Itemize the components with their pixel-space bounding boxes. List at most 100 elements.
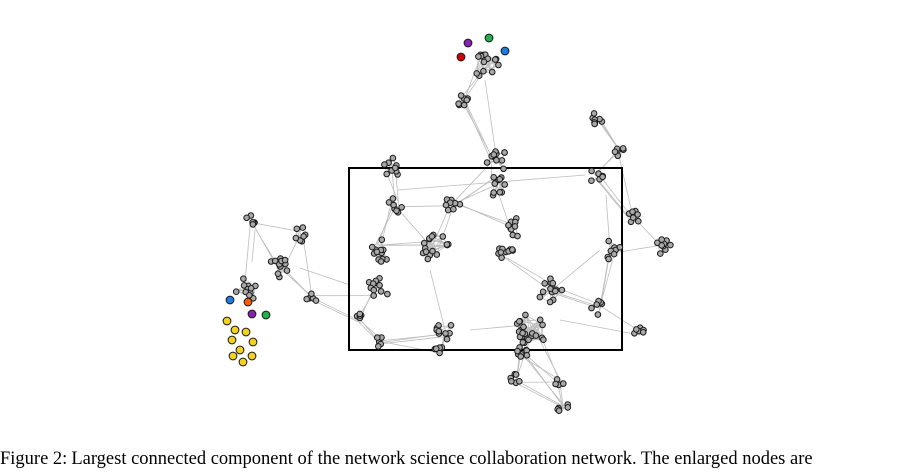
network-edge bbox=[514, 379, 563, 406]
network-edge bbox=[536, 334, 561, 381]
network-node bbox=[634, 211, 641, 218]
highlighted-node bbox=[247, 309, 257, 319]
network-node bbox=[512, 371, 520, 378]
network-node bbox=[299, 224, 307, 231]
network-node bbox=[605, 255, 612, 263]
network-node bbox=[505, 222, 512, 229]
network-node bbox=[496, 175, 504, 183]
network-figure bbox=[222, 33, 674, 415]
caption-text: Largest connected component of the netwo… bbox=[71, 449, 813, 469]
network-node bbox=[375, 343, 382, 350]
highlighted-node bbox=[238, 357, 248, 367]
network-node bbox=[539, 288, 547, 296]
network-node bbox=[312, 297, 320, 304]
network-edge bbox=[429, 269, 446, 331]
network-node bbox=[611, 148, 619, 156]
network-node bbox=[383, 170, 391, 178]
network-node bbox=[564, 404, 572, 411]
network-node bbox=[560, 380, 567, 387]
network-node bbox=[374, 334, 381, 341]
network-edge bbox=[517, 353, 560, 381]
highlighted-node bbox=[261, 310, 271, 320]
network-node bbox=[308, 290, 315, 298]
network-node bbox=[588, 304, 595, 312]
network-node bbox=[616, 244, 624, 251]
highlighted-node bbox=[241, 327, 251, 337]
network-edge bbox=[594, 177, 630, 220]
network-edge bbox=[598, 304, 640, 332]
network-node bbox=[370, 292, 378, 299]
network-node bbox=[457, 92, 465, 99]
network-node bbox=[516, 378, 523, 385]
network-node bbox=[435, 328, 443, 335]
network-node bbox=[424, 255, 432, 263]
network-node bbox=[523, 352, 531, 359]
network-node bbox=[483, 159, 491, 166]
network-node bbox=[667, 241, 674, 249]
network-node bbox=[490, 174, 498, 181]
network-node bbox=[633, 326, 640, 333]
highlighted-nodes bbox=[222, 33, 510, 367]
network-node bbox=[303, 295, 311, 303]
network-edge bbox=[453, 160, 494, 203]
network-edge bbox=[312, 299, 362, 324]
network-node bbox=[475, 53, 482, 60]
network-nodes bbox=[232, 51, 674, 415]
network-node bbox=[488, 68, 496, 76]
highlighted-node bbox=[500, 46, 510, 56]
network-node bbox=[497, 249, 505, 256]
network-node bbox=[450, 205, 457, 213]
network-node bbox=[480, 67, 487, 75]
network-node bbox=[496, 189, 504, 196]
network-node bbox=[391, 164, 399, 172]
network-node bbox=[281, 256, 289, 264]
network-node bbox=[519, 329, 526, 337]
network-node bbox=[376, 282, 383, 289]
network-node bbox=[508, 378, 515, 385]
network-node bbox=[389, 154, 397, 162]
network-node bbox=[639, 329, 647, 336]
network-node bbox=[271, 257, 279, 265]
network-node bbox=[443, 335, 451, 343]
network-node bbox=[525, 336, 532, 344]
network-node bbox=[495, 61, 502, 69]
highlighted-node bbox=[243, 297, 253, 307]
network-node bbox=[514, 347, 521, 355]
network-node bbox=[541, 280, 549, 287]
network-edge bbox=[314, 298, 361, 322]
network-edge bbox=[243, 223, 251, 295]
network-edge bbox=[251, 229, 256, 263]
network-node bbox=[605, 237, 613, 245]
highlighted-node bbox=[247, 351, 257, 361]
network-node bbox=[373, 248, 381, 256]
network-node bbox=[511, 223, 519, 230]
network-node bbox=[428, 233, 436, 240]
network-edge bbox=[514, 382, 564, 408]
network-node bbox=[599, 173, 606, 181]
network-node bbox=[549, 279, 557, 287]
network-node bbox=[500, 165, 507, 173]
network-node bbox=[629, 214, 637, 221]
network-node bbox=[389, 195, 397, 202]
network-node bbox=[490, 189, 498, 196]
network-edge bbox=[397, 174, 586, 191]
network-node bbox=[522, 311, 529, 319]
highlighted-node bbox=[227, 335, 237, 345]
network-edge bbox=[464, 103, 493, 164]
highlighted-node bbox=[484, 33, 494, 43]
network-node bbox=[447, 322, 455, 329]
network-edge bbox=[454, 201, 513, 228]
network-node bbox=[540, 336, 547, 344]
network-node bbox=[498, 254, 505, 262]
network-node bbox=[594, 311, 602, 318]
network-node bbox=[274, 270, 282, 278]
network-node bbox=[292, 234, 300, 242]
network-node bbox=[240, 275, 247, 283]
network-node bbox=[658, 242, 666, 249]
network-node bbox=[490, 151, 498, 158]
network-edge bbox=[378, 340, 440, 354]
network-node bbox=[232, 288, 240, 296]
network-node bbox=[588, 167, 595, 175]
network-node bbox=[243, 214, 250, 222]
network-node bbox=[552, 380, 559, 388]
